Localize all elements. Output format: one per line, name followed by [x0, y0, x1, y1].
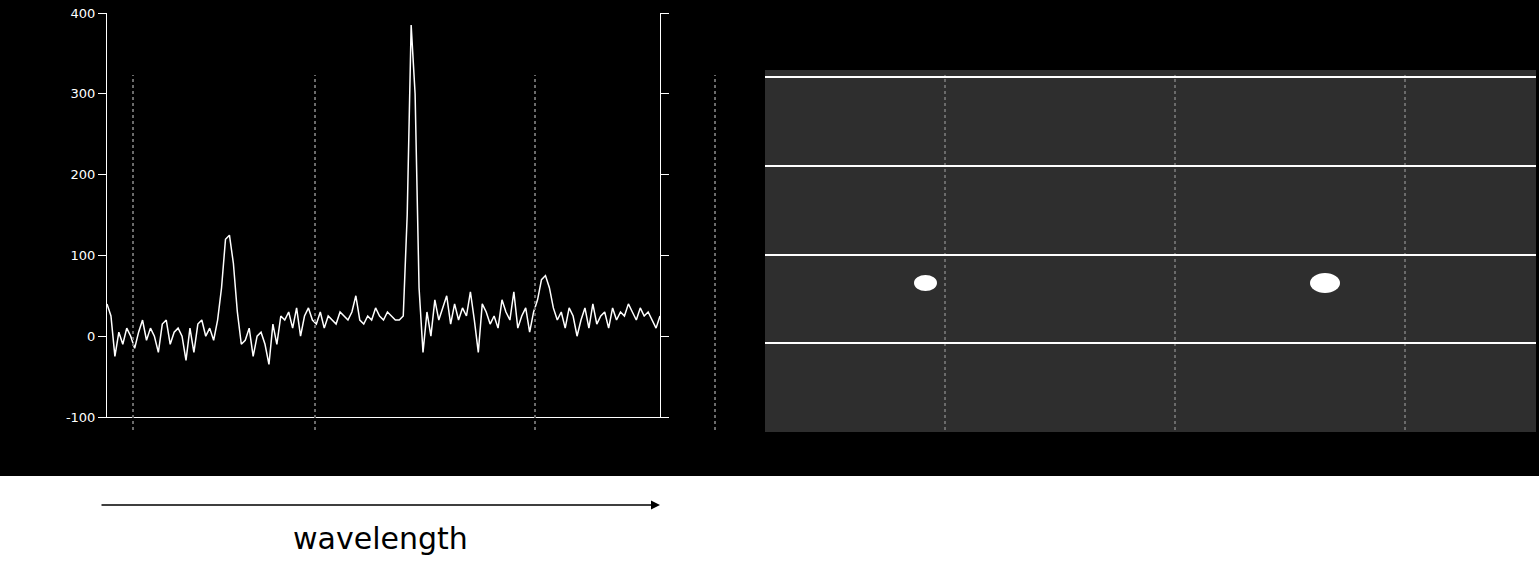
- svg-text:100: 100: [71, 248, 96, 263]
- svg-text:200: 200: [71, 167, 96, 182]
- svg-text:wavelength: wavelength: [293, 521, 468, 556]
- svg-text:0: 0: [87, 329, 95, 344]
- svg-text:-100: -100: [66, 410, 96, 425]
- svg-text:300: 300: [71, 86, 96, 101]
- svg-text:400: 400: [71, 6, 96, 21]
